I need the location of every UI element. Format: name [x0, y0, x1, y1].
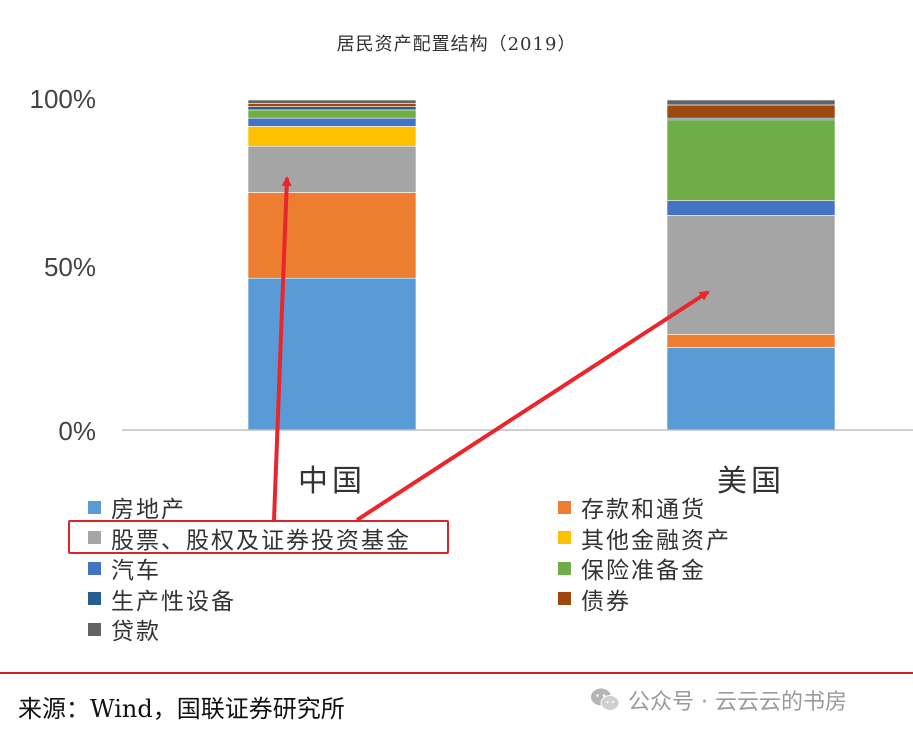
legend-swatch — [558, 561, 571, 575]
bar-segment-1-0 — [666, 347, 836, 431]
bar-segment-1-5 — [666, 119, 836, 201]
bar-segment-1-2 — [666, 215, 836, 335]
legend-label: 股票、股权及证券投资基金 — [111, 527, 411, 554]
legend-swatch — [558, 531, 571, 544]
bar-segment-1-8 — [666, 99, 836, 106]
legend-swatch — [558, 500, 571, 514]
legend-swatch — [88, 622, 101, 636]
bar-segment-0-1 — [247, 192, 417, 279]
legend-label: 债券 — [581, 588, 631, 615]
bar-segment-1-7 — [666, 104, 836, 119]
bar-segment-1-1 — [666, 333, 836, 348]
legend-label: 房地产 — [111, 497, 186, 523]
legend-label: 保险准备金 — [581, 558, 706, 584]
legend-item: 房地产 — [88, 492, 186, 523]
chart-title: 居民资产配置结构（2019） — [336, 34, 577, 55]
bar-segment-0-6 — [247, 106, 417, 111]
legend-swatch — [558, 592, 571, 605]
legend-label: 贷款 — [111, 619, 161, 645]
legend-label: 存款和通货 — [581, 497, 706, 523]
legend-label: 汽车 — [111, 558, 161, 584]
annotation-arrow-china — [272, 176, 292, 521]
legend-item: 股票、股权及证券投资基金 — [88, 523, 411, 554]
legend-item: 债券 — [558, 584, 631, 615]
bar-segment-0-2 — [247, 145, 417, 193]
y-tick-label: 50% — [43, 252, 96, 282]
footer-divider — [0, 672, 913, 674]
bar-segment-0-5 — [247, 109, 417, 119]
bar-segment-0-4 — [247, 117, 417, 127]
legend-highlight-box — [68, 520, 449, 554]
legend-label: 其他金融资产 — [581, 527, 731, 554]
legend-item: 汽车 — [88, 553, 161, 584]
source-note: 来源：Wind，国联证券研究所 — [18, 695, 345, 723]
legend-swatch — [88, 592, 101, 605]
watermark: 公众号 · 云云云的书房 — [590, 684, 847, 716]
wechat-icon — [590, 687, 620, 713]
bar-segment-1-4 — [666, 200, 836, 216]
bar-segment-0-0 — [247, 277, 417, 431]
legend-item: 存款和通货 — [558, 492, 706, 523]
y-tick-label: 100% — [29, 84, 97, 114]
bar-segment-0-3 — [247, 126, 417, 147]
legend-label: 生产性设备 — [111, 588, 236, 615]
x-category-label-china: 中国 — [298, 464, 366, 499]
legend-swatch — [88, 531, 101, 544]
legend-item: 贷款 — [88, 614, 161, 645]
legend-swatch — [88, 561, 101, 575]
x-category-label-usa: 美国 — [717, 464, 785, 499]
legend-item: 生产性设备 — [88, 584, 236, 615]
watermark-text: 公众号 · 云云云的书房 — [628, 690, 847, 715]
legend-swatch — [88, 500, 101, 514]
bar-segment-0-8 — [247, 99, 417, 104]
legend-item: 保险准备金 — [558, 553, 706, 584]
y-tick-label: 0% — [58, 416, 96, 446]
legend-item: 其他金融资产 — [558, 523, 731, 554]
bar-segment-0-7 — [247, 103, 417, 107]
annotation-arrow-usa — [355, 290, 710, 522]
